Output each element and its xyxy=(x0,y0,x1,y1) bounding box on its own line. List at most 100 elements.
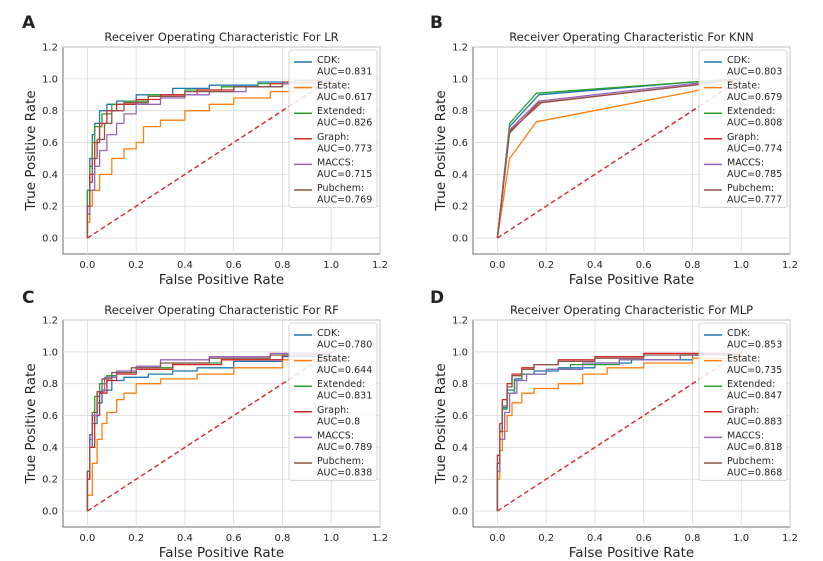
legend-auc-value: AUC=0.774 xyxy=(727,143,782,154)
panel-label: C xyxy=(22,288,34,308)
legend-auc-value: AUC=0.780 xyxy=(317,340,372,351)
legend-series-name: Extended: xyxy=(727,106,775,117)
x-tick-label: 0.0 xyxy=(79,260,95,271)
legend-series-name: Pubchem: xyxy=(317,456,364,467)
legend-auc-value: AUC=0.735 xyxy=(727,365,782,376)
legend-auc-value: AUC=0.715 xyxy=(317,169,372,180)
y-tick-label: 0.0 xyxy=(42,507,58,518)
plot-area xyxy=(86,351,332,512)
legend-auc-value: AUC=0.777 xyxy=(727,195,782,206)
x-tick-label: 0.4 xyxy=(177,260,193,271)
legend-series-name: Extended: xyxy=(727,379,775,390)
x-tick-label: 0.6 xyxy=(226,533,242,544)
legend-series-name: Graph: xyxy=(727,132,759,143)
legend-series-name: Estate: xyxy=(727,354,760,365)
y-tick-label: 1.0 xyxy=(452,347,468,358)
legend-auc-value: AUC=0.826 xyxy=(317,118,372,129)
y-tick-label: 0.8 xyxy=(452,106,468,117)
legend-box xyxy=(698,49,788,209)
legend: CDK:AUC=0.853Estate:AUC=0.735Extended:AU… xyxy=(698,322,788,482)
roc-curve-estate xyxy=(86,351,332,512)
legend-series-name: Estate: xyxy=(727,81,760,92)
x-tick-label: 0.8 xyxy=(685,260,701,271)
legend-auc-value: AUC=0.785 xyxy=(727,169,782,180)
roc-curve-estate xyxy=(496,351,742,512)
y-tick-label: 0.4 xyxy=(42,170,58,181)
x-tick-label: 1.0 xyxy=(733,533,749,544)
x-tick-label: 1.0 xyxy=(733,260,749,271)
legend-auc-value: AUC=0.847 xyxy=(727,391,782,402)
legend-auc-value: AUC=0.803 xyxy=(727,67,782,78)
legend-series-name: Extended: xyxy=(317,379,365,390)
y-axis-label: True Positive Rate xyxy=(433,90,449,211)
y-tick-label: 0.2 xyxy=(42,202,58,213)
legend-auc-value: AUC=0.773 xyxy=(317,143,372,154)
x-axis-label: False Positive Rate xyxy=(159,545,284,561)
legend-series-name: Pubchem: xyxy=(317,183,364,194)
legend-auc-value: AUC=0.853 xyxy=(727,340,782,351)
y-tick-label: 0.6 xyxy=(452,411,468,422)
legend-series-name: Estate: xyxy=(317,354,350,365)
y-tick-label: 0.4 xyxy=(42,443,58,454)
legend-auc-value: AUC=0.789 xyxy=(317,442,372,453)
y-tick-label: 0.2 xyxy=(452,475,468,486)
y-tick-label: 0.4 xyxy=(452,170,468,181)
legend-series-name: Graph: xyxy=(317,405,349,416)
y-tick-label: 0.6 xyxy=(42,138,58,149)
y-tick-label: 1.0 xyxy=(42,347,58,358)
legend-series-name: MACCS: xyxy=(727,430,764,441)
chart-title: Receiver Operating Characteristic For LR xyxy=(104,30,338,44)
legend-auc-value: AUC=0.769 xyxy=(317,195,372,206)
legend-box xyxy=(288,322,378,482)
x-tick-label: 0.2 xyxy=(538,533,554,544)
roc-curve-cdk xyxy=(86,351,332,512)
legend-box xyxy=(288,49,378,209)
legend-series-name: Graph: xyxy=(727,405,759,416)
y-tick-label: 0.0 xyxy=(452,234,468,245)
legend-auc-value: AUC=0.838 xyxy=(317,468,372,479)
x-tick-label: 1.2 xyxy=(372,533,388,544)
y-axis-label: True Positive Rate xyxy=(23,363,39,484)
roc-panel-d: D Receiver Operating Characteristic For M… xyxy=(430,288,798,561)
x-tick-label: 0.0 xyxy=(489,533,505,544)
y-tick-label: 1.0 xyxy=(42,74,58,85)
legend-series-name: CDK: xyxy=(727,55,750,66)
legend-auc-value: AUC=0.831 xyxy=(317,67,372,78)
chart-title: Receiver Operating Characteristic For KN… xyxy=(509,30,754,44)
x-tick-label: 0.4 xyxy=(587,533,603,544)
legend-series-name: MACCS: xyxy=(317,157,354,168)
y-tick-label: 0.2 xyxy=(42,475,58,486)
y-tick-label: 1.2 xyxy=(42,316,58,327)
legend-series-name: Estate: xyxy=(317,81,350,92)
y-tick-label: 0.8 xyxy=(42,379,58,390)
x-axis-label: False Positive Rate xyxy=(569,272,694,288)
legend-series-name: Extended: xyxy=(317,106,365,117)
legend-auc-value: AUC=0.808 xyxy=(727,118,782,129)
panel-label: A xyxy=(22,13,36,33)
legend-auc-value: AUC=0.818 xyxy=(727,442,782,453)
legend-series-name: CDK: xyxy=(317,328,340,339)
legend-series-name: CDK: xyxy=(727,328,750,339)
legend-auc-value: AUC=0.617 xyxy=(317,92,372,103)
roc-panel-c: C Receiver Operating Characteristic For R… xyxy=(22,288,388,561)
x-tick-label: 0.2 xyxy=(538,260,554,271)
x-tick-label: 0.8 xyxy=(275,260,291,271)
y-tick-label: 0.6 xyxy=(42,411,58,422)
legend-auc-value: AUC=0.644 xyxy=(317,365,372,376)
legend-auc-value: AUC=0.883 xyxy=(727,416,782,427)
x-tick-label: 1.0 xyxy=(323,533,339,544)
legend: CDK:AUC=0.780 Estate:AUC=0.644 Extended: AU… xyxy=(288,322,378,482)
y-tick-label: 0.4 xyxy=(452,443,468,454)
x-tick-label: 0.6 xyxy=(636,260,652,271)
x-tick-label: 0.6 xyxy=(226,260,242,271)
y-tick-label: 1.0 xyxy=(452,74,468,85)
legend-series-name: Pubchem: xyxy=(727,456,774,467)
y-tick-label: 0.0 xyxy=(42,234,58,245)
plot-area xyxy=(496,351,742,512)
roc-curve-pubchem xyxy=(86,351,332,512)
legend-series-name: Pubchem: xyxy=(727,183,774,194)
legend-box xyxy=(698,322,788,482)
x-tick-label: 1.0 xyxy=(323,260,339,271)
legend: CDK:AUC=0.831Estate:AUC=0.617Extended:AU… xyxy=(288,49,378,209)
y-tick-label: 0.2 xyxy=(452,202,468,213)
